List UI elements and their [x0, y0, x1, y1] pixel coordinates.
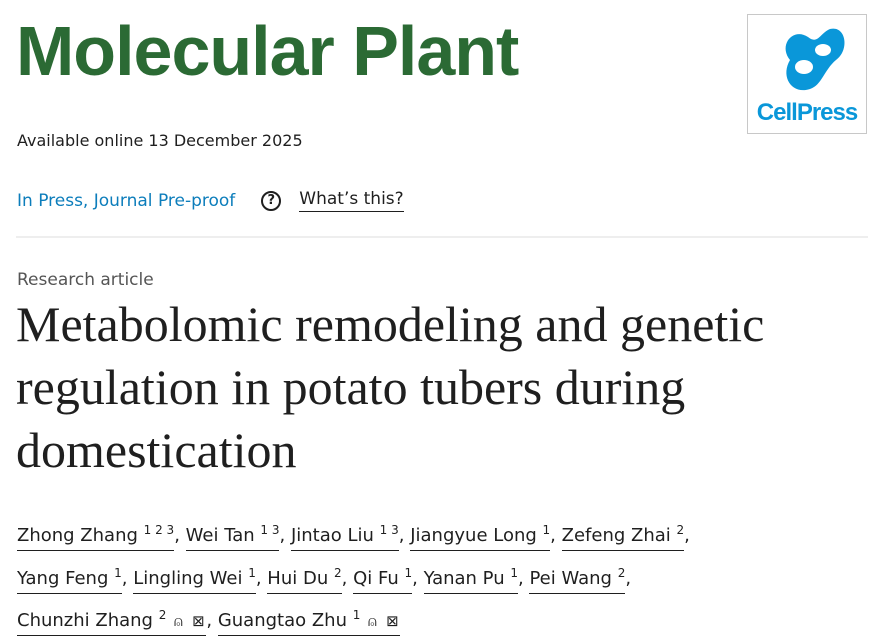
author-name: Wei Tan	[185, 525, 255, 546]
author-link[interactable]: Chunzhi Zhang 2 ⍝ ⊠	[17, 608, 207, 636]
author-name: Pei Wang	[529, 567, 612, 589]
email-icon[interactable]: ⊠	[386, 612, 399, 630]
author-link[interactable]: Wei Tan 1 3	[185, 523, 280, 551]
author-item: Zhong Zhang 1 2 3,	[17, 523, 186, 551]
person-icon[interactable]: ⍝	[173, 612, 183, 630]
email-icon[interactable]: ⊠	[192, 612, 205, 630]
affiliation-sup: 1 3	[379, 523, 399, 537]
author-item: Yanan Pu 1,	[423, 565, 530, 594]
author-link[interactable]: Yanan Pu 1	[423, 565, 518, 594]
author-item: Lingling Wei 1,	[133, 565, 267, 594]
affiliation-sup: 1	[352, 608, 361, 622]
publication-status: In Press, Journal Pre-proof ? What’s thi…	[17, 189, 404, 212]
author-name: Yang Feng	[17, 567, 109, 589]
author-item: Wei Tan 1 3,	[185, 523, 291, 551]
author-link[interactable]: Pei Wang 2	[529, 565, 626, 594]
affiliation-sup: 1 2 3	[143, 523, 175, 537]
author-item: Jintao Liu 1 3,	[290, 523, 410, 551]
author-name: Yanan Pu	[423, 567, 505, 589]
author-name: Jintao Liu	[290, 525, 374, 546]
author-link[interactable]: Jintao Liu 1 3	[290, 523, 399, 551]
author-name: Chunzhi Zhang	[17, 610, 153, 631]
author-item: Zefeng Zhai 2,	[561, 523, 690, 551]
author-name: Zhong Zhang	[17, 525, 138, 546]
in-press-link[interactable]: In Press, Journal Pre-proof	[17, 190, 236, 211]
affiliation-sup: 1	[510, 565, 518, 580]
affiliation-sup: 2	[617, 565, 626, 580]
author-item: Pei Wang 2,	[529, 565, 631, 594]
author-name: Jiangyue Long	[410, 525, 537, 546]
cellpress-logo-text: CellPress	[756, 99, 858, 126]
author-item: Chunzhi Zhang 2 ⍝ ⊠,	[17, 608, 218, 636]
cellpress-logo[interactable]: CellPress	[747, 14, 867, 134]
affiliation-sup: 1	[114, 565, 122, 580]
author-item: Yang Feng 1,	[17, 565, 133, 594]
affiliation-sup: 2	[676, 523, 685, 537]
affiliation-sup: 1	[248, 565, 256, 580]
author-name: Hui Du	[267, 567, 329, 589]
author-link[interactable]: Zefeng Zhai 2	[561, 523, 685, 551]
article-title: Metabolomic remodeling and genetic regul…	[16, 296, 765, 478]
author-link[interactable]: Yang Feng 1	[17, 565, 122, 594]
author-name: Guangtao Zhu	[217, 610, 348, 631]
question-circle-icon[interactable]: ?	[261, 190, 282, 211]
author-item: Guangtao Zhu 1 ⍝ ⊠	[217, 608, 401, 636]
author-list: Zhong Zhang 1 2 3, Wei Tan 1 3, Jintao L…	[17, 512, 877, 640]
author-name: Zefeng Zhai	[561, 525, 671, 546]
author-name: Qi Fu	[353, 567, 399, 589]
cellpress-emblem-icon	[785, 28, 845, 91]
divider	[16, 236, 868, 238]
author-link[interactable]: Zhong Zhang 1 2 3	[17, 523, 175, 551]
author-item: Jiangyue Long 1,	[410, 523, 561, 551]
article-type: Research article	[17, 270, 154, 290]
affiliation-sup: 1	[404, 565, 413, 580]
affiliation-sup: 1	[542, 523, 551, 537]
person-icon[interactable]: ⍝	[367, 612, 377, 630]
author-item: Qi Fu 1,	[353, 565, 424, 594]
author-link[interactable]: Guangtao Zhu 1 ⍝ ⊠	[217, 608, 401, 636]
author-link[interactable]: Lingling Wei 1	[133, 565, 256, 594]
author-link[interactable]: Jiangyue Long 1	[410, 523, 551, 551]
affiliation-sup: 1 3	[260, 523, 280, 537]
available-online-date: Available online 13 December 2025	[17, 131, 303, 150]
author-link[interactable]: Hui Du 2	[267, 565, 342, 594]
affiliation-sup: 2	[333, 565, 342, 580]
author-link[interactable]: Qi Fu 1	[353, 565, 413, 594]
whats-this-link[interactable]: What’s this?	[299, 189, 404, 212]
author-item: Hui Du 2,	[267, 565, 353, 594]
affiliation-sup: 2	[158, 608, 167, 622]
author-name: Lingling Wei	[133, 567, 243, 589]
journal-title[interactable]: Molecular Plant	[16, 12, 519, 90]
